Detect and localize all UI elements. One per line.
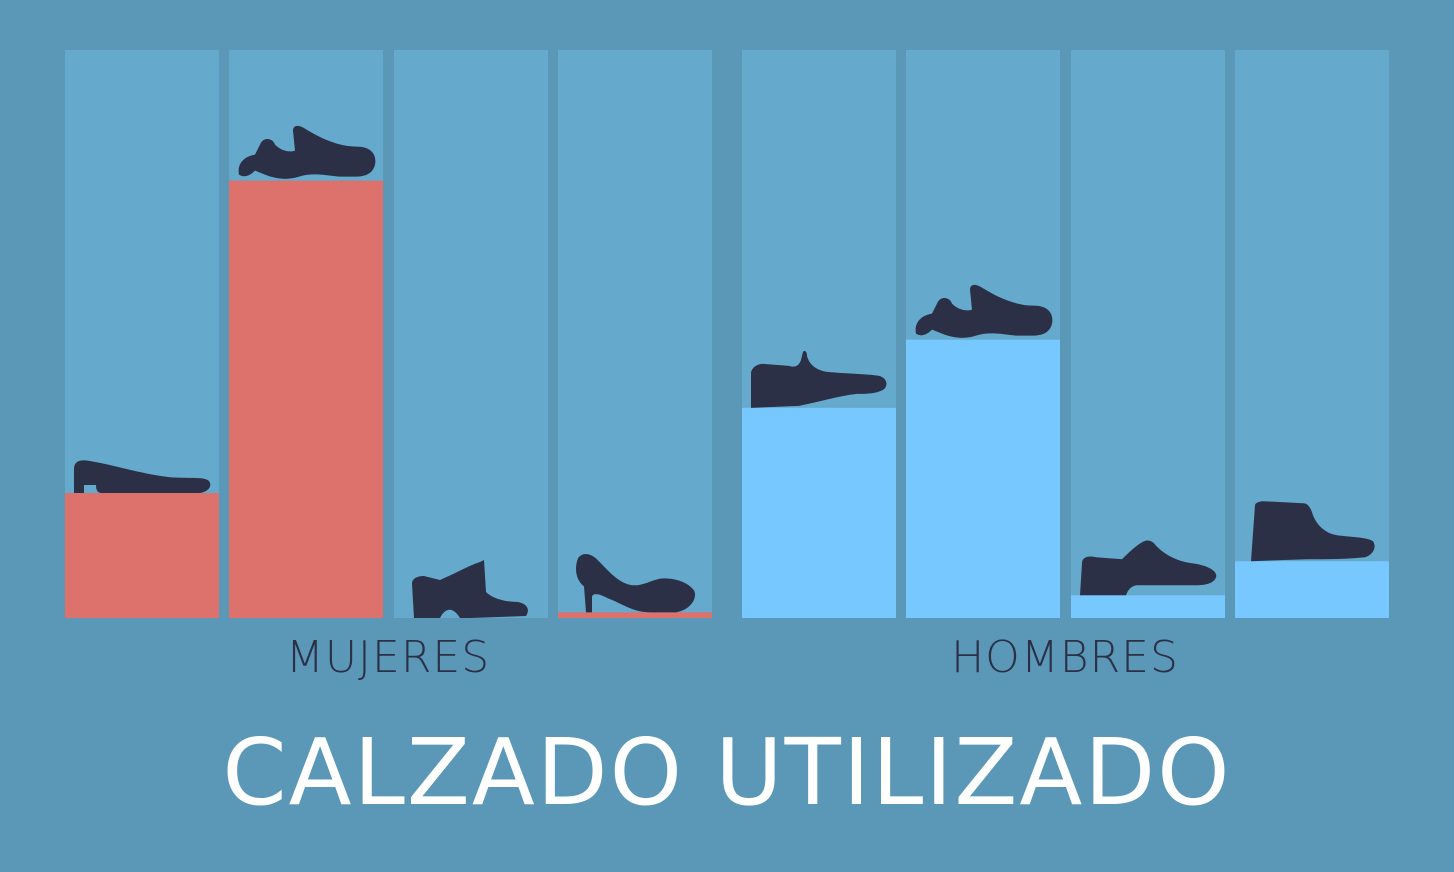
ankle-boot-icon (412, 560, 528, 618)
ballet-flat-icon (74, 460, 211, 494)
chukka-boot-icon (1251, 501, 1375, 562)
chart-title: CALZADO UTILIZADO (222, 719, 1232, 826)
sneaker-icon (238, 125, 376, 179)
bar (65, 493, 219, 618)
bar (906, 339, 1060, 618)
bar (742, 407, 896, 618)
loafer-icon (751, 351, 887, 408)
bar (229, 180, 383, 618)
group-label-mujeres: MUJERES (285, 632, 491, 683)
sneaker-icon (915, 284, 1053, 338)
column-background (558, 50, 712, 618)
group-label-hombres: HOMBRES (951, 632, 1179, 683)
bar (558, 612, 712, 618)
column-background (394, 50, 548, 618)
bar (1071, 595, 1225, 618)
bar (1235, 561, 1389, 618)
oxford-shoe-icon (1080, 540, 1217, 596)
high-heel-icon (576, 554, 696, 613)
column-background (1071, 50, 1225, 618)
